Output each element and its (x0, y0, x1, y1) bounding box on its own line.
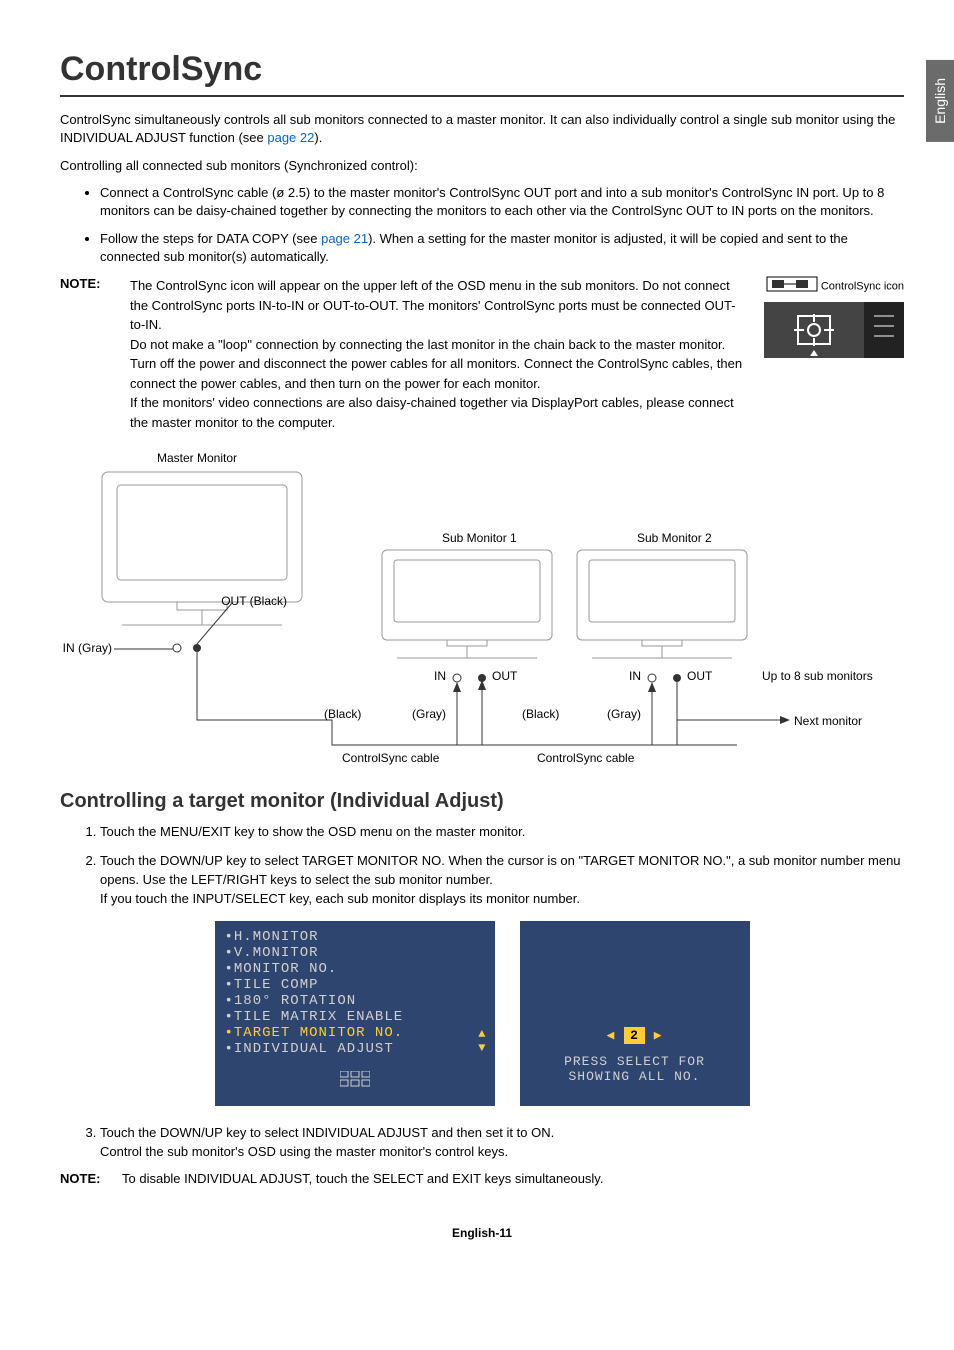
osd-number-panel: ◀ 2 ▶ PRESS SELECT FOR SHOWING ALL NO. (520, 921, 750, 1106)
updown-arrows-icon: ▲▼ (478, 1027, 486, 1055)
page-footer: English-11 (60, 1226, 904, 1240)
diag-sub1-label: Sub Monitor 1 (442, 531, 517, 545)
intro-text-a: ControlSync simultaneously controls all … (60, 112, 895, 145)
osd-thumbnail (754, 302, 904, 364)
note-block-2: NOTE: To disable INDIVIDUAL ADJUST, touc… (60, 1171, 904, 1186)
diag-in-1: IN (434, 669, 446, 683)
osd-item: •MONITOR NO. (225, 961, 485, 977)
note-2-body: To disable INDIVIDUAL ADJUST, touch the … (122, 1171, 603, 1186)
osd-screenshots: •H.MONITOR•V.MONITOR•MONITOR NO.•TILE CO… (60, 921, 904, 1106)
note-label: NOTE: (60, 276, 120, 432)
diag-upto: Up to 8 sub monitors (762, 669, 873, 683)
diag-out-black: OUT (Black) (221, 594, 287, 608)
press-select-text: PRESS SELECT FOR SHOWING ALL NO. (564, 1054, 705, 1084)
monitor-number-value: 2 (624, 1027, 645, 1044)
intro-text-b: ). (314, 130, 322, 145)
diag-sub2-label: Sub Monitor 2 (637, 531, 712, 545)
note-2-label: NOTE: (60, 1171, 112, 1186)
diag-cable-2: ControlSync cable (537, 751, 635, 765)
section-heading: Controlling a target monitor (Individual… (60, 790, 904, 813)
connection-diagram: Master Monitor OUT (Black) IN (Gray) Sub… (60, 450, 904, 770)
diag-master-label: Master Monitor (157, 451, 237, 465)
step-3: Touch the DOWN/UP key to select INDIVIDU… (100, 1124, 904, 1162)
controlsync-icon-callout: ControlSync icon (754, 276, 904, 363)
steps-list-2: Touch the DOWN/UP key to select INDIVIDU… (60, 1124, 904, 1162)
osd-item: •V.MONITOR (225, 945, 485, 961)
bullet-list: Connect a ControlSync cable (ø 2.5) to t… (60, 184, 904, 267)
left-arrow-icon: ◀ (606, 1028, 615, 1043)
step-2: Touch the DOWN/UP key to select TARGET M… (100, 852, 904, 909)
language-tab: English (926, 60, 954, 142)
controlsync-icon (766, 276, 818, 298)
osd-item: •TARGET MONITOR NO. (225, 1025, 485, 1041)
step-3b: Control the sub monitor's OSD using the … (100, 1144, 508, 1159)
bullet-1: Connect a ControlSync cable (ø 2.5) to t… (100, 184, 904, 220)
page-22-link[interactable]: page 22 (267, 130, 314, 145)
diag-next: Next monitor (794, 714, 862, 728)
diag-out-2: OUT (687, 669, 713, 683)
diag-in-2: IN (629, 669, 641, 683)
note-block: NOTE: The ControlSync icon will appear o… (60, 276, 904, 432)
osd-item: •180° ROTATION (225, 993, 485, 1009)
page-title: ControlSync (60, 50, 904, 97)
intro-paragraph-2: Controlling all connected sub monitors (… (60, 157, 904, 175)
diag-black-1: (Black) (324, 707, 361, 721)
note-body: The ControlSync icon will appear on the … (130, 276, 904, 432)
steps-list: Touch the MENU/EXIT key to show the OSD … (60, 823, 904, 908)
controlsync-icon-label: ControlSync icon (821, 281, 904, 293)
osd-item: •TILE COMP (225, 977, 485, 993)
diag-out-1: OUT (492, 669, 518, 683)
diag-gray-1: (Gray) (412, 707, 446, 721)
step-3a: Touch the DOWN/UP key to select INDIVIDU… (100, 1125, 554, 1140)
diag-in-gray: IN (Gray) (63, 641, 112, 655)
diag-cable-1: ControlSync cable (342, 751, 440, 765)
osd-item: •H.MONITOR (225, 929, 485, 945)
diag-gray-2: (Gray) (607, 707, 641, 721)
monitor-number-selector: ◀ 2 ▶ (606, 1027, 662, 1044)
osd-grid-icon (340, 1071, 370, 1096)
bullet-2a: Follow the steps for DATA COPY (see (100, 231, 321, 246)
osd-menu-panel: •H.MONITOR•V.MONITOR•MONITOR NO.•TILE CO… (215, 921, 495, 1106)
intro-paragraph-1: ControlSync simultaneously controls all … (60, 111, 904, 147)
osd-item: •TILE MATRIX ENABLE (225, 1009, 485, 1025)
step-1: Touch the MENU/EXIT key to show the OSD … (100, 823, 904, 842)
right-arrow-icon: ▶ (654, 1028, 663, 1043)
page-21-link[interactable]: page 21 (321, 231, 368, 246)
osd-item: •INDIVIDUAL ADJUST (225, 1041, 485, 1057)
diag-black-2: (Black) (522, 707, 559, 721)
bullet-2: Follow the steps for DATA COPY (see page… (100, 230, 904, 266)
